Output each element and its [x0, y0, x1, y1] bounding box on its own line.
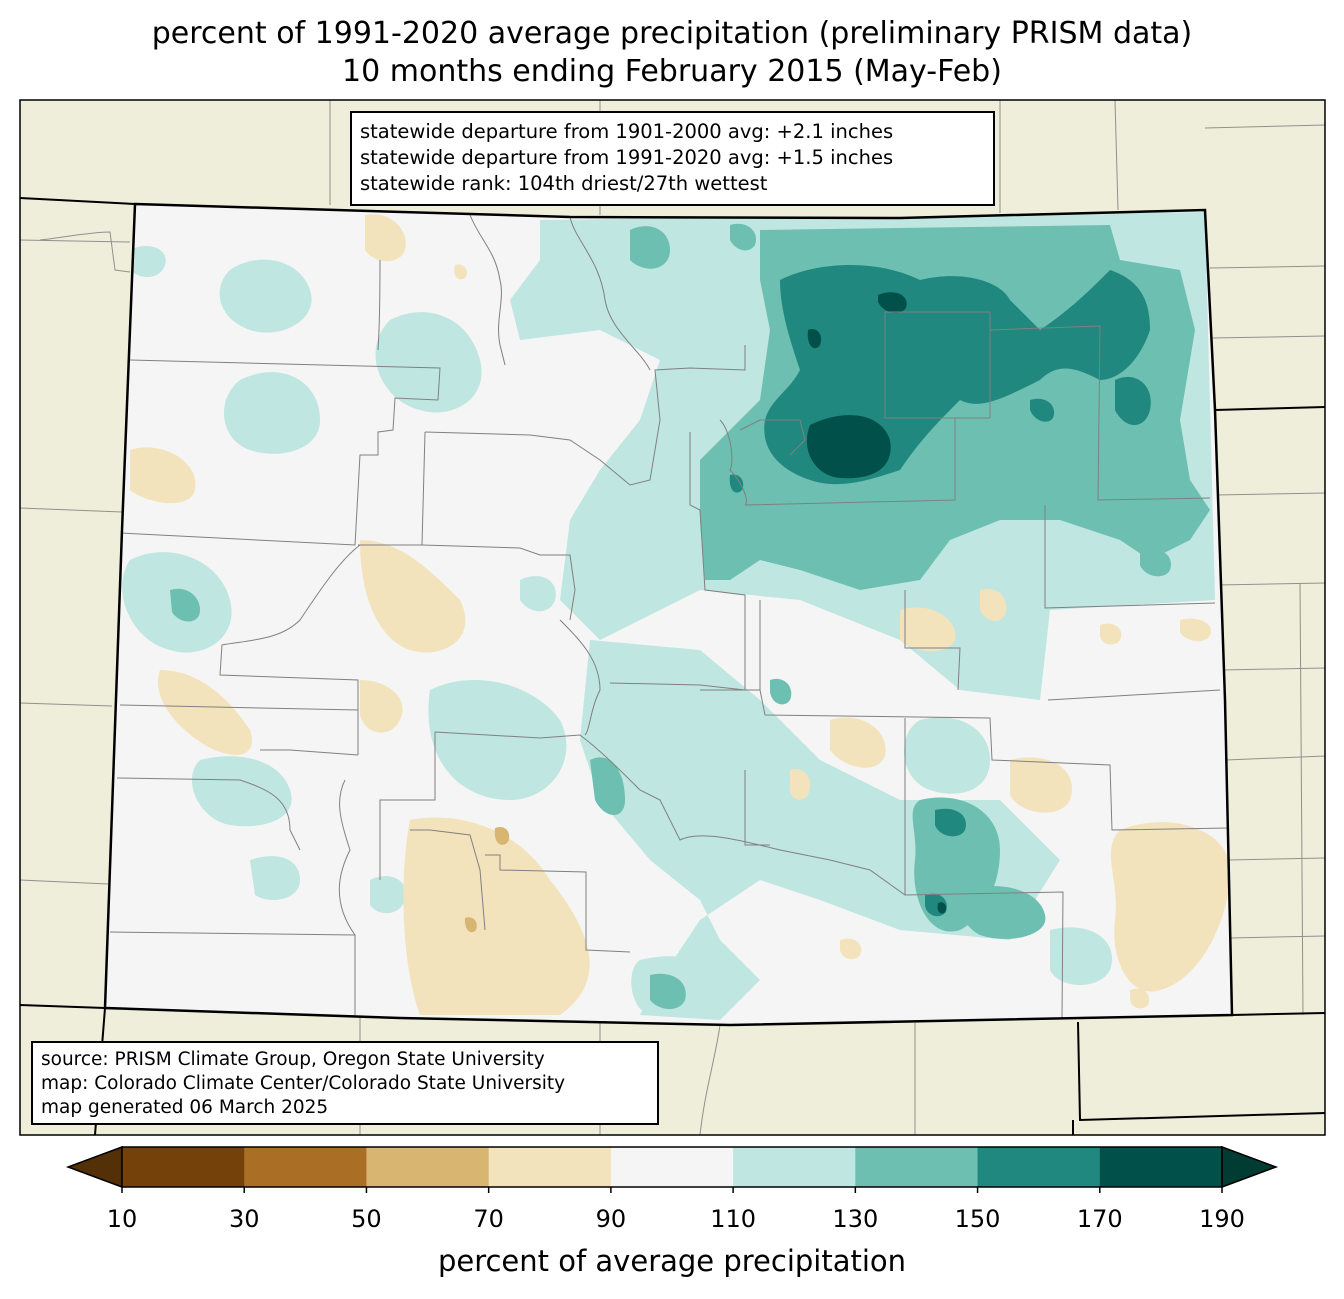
colorbar-bin-70-90	[488, 1147, 612, 1187]
colorado-border	[103, 202, 1234, 1027]
colorbar-over-arrow	[1221, 1145, 1279, 1189]
colorbar-bin-50-70	[366, 1147, 490, 1187]
colorbar-bin-30-50	[244, 1147, 367, 1187]
map-frame	[19, 99, 1326, 1136]
map-generated-date: map generated 06 March 2025	[41, 1097, 329, 1118]
colorbar-bin-170-190	[1099, 1147, 1223, 1187]
map-title: percent of 1991-2020 average precipitati…	[151, 16, 1193, 51]
colorbar-tick-label: 90	[595, 1205, 627, 1233]
colorbar-under-arrow	[65, 1145, 123, 1189]
colorbar-tick-label: 110	[710, 1205, 757, 1233]
stats-departure-1901-2000: statewide departure from 1901-2000 avg: …	[360, 120, 894, 143]
colorbar-tick-label: 130	[832, 1205, 879, 1233]
colorbar-tick-label: 190	[1199, 1205, 1245, 1233]
colorbar-tick-label: 170	[1076, 1205, 1123, 1233]
neighbor-county-lines	[20, 100, 1325, 1135]
colorbar-tick-label: 30	[228, 1205, 260, 1233]
colorbar-outline	[121, 1146, 1223, 1188]
source-box: source: PRISM Climate Group, Oregon Stat…	[31, 1041, 659, 1125]
map-subtitle: 10 months ending February 2015 (May-Feb)	[342, 54, 1002, 89]
contour-170-190	[806, 292, 947, 914]
colorbar-tick-label: 10	[106, 1205, 138, 1233]
colorbar-bin-130-150	[855, 1147, 979, 1187]
colorbar-tick-label: 150	[954, 1205, 1001, 1233]
colorbar-tick-label: 70	[473, 1205, 504, 1233]
colorbar-bin-110-130	[733, 1147, 856, 1187]
colorbar-tick-label: 50	[351, 1205, 382, 1233]
colorbar-bin-10-30	[122, 1147, 245, 1187]
county-lines	[109, 214, 1229, 1019]
colorbar-label: percent of average precipitation	[437, 1244, 907, 1278]
stats-rank: statewide rank: 104th driest/27th wettes…	[360, 172, 768, 195]
stats-departure-1991-2020: statewide departure from 1991-2020 avg: …	[360, 146, 894, 169]
colorbar	[65, 1145, 1279, 1193]
colorbar-bin-150-170	[977, 1147, 1101, 1187]
colorbar-bin-90-110	[610, 1147, 734, 1187]
source-credit: source: PRISM Climate Group, Oregon Stat…	[41, 1049, 545, 1070]
statewide-stats-box: statewide departure from 1901-2000 avg: …	[350, 111, 995, 206]
contour-70-90	[130, 214, 1230, 1015]
precipitation-contours	[109, 212, 1230, 1020]
contour-50-70	[464, 826, 510, 933]
map-credit: map: Colorado Climate Center/Colorado St…	[41, 1073, 566, 1094]
